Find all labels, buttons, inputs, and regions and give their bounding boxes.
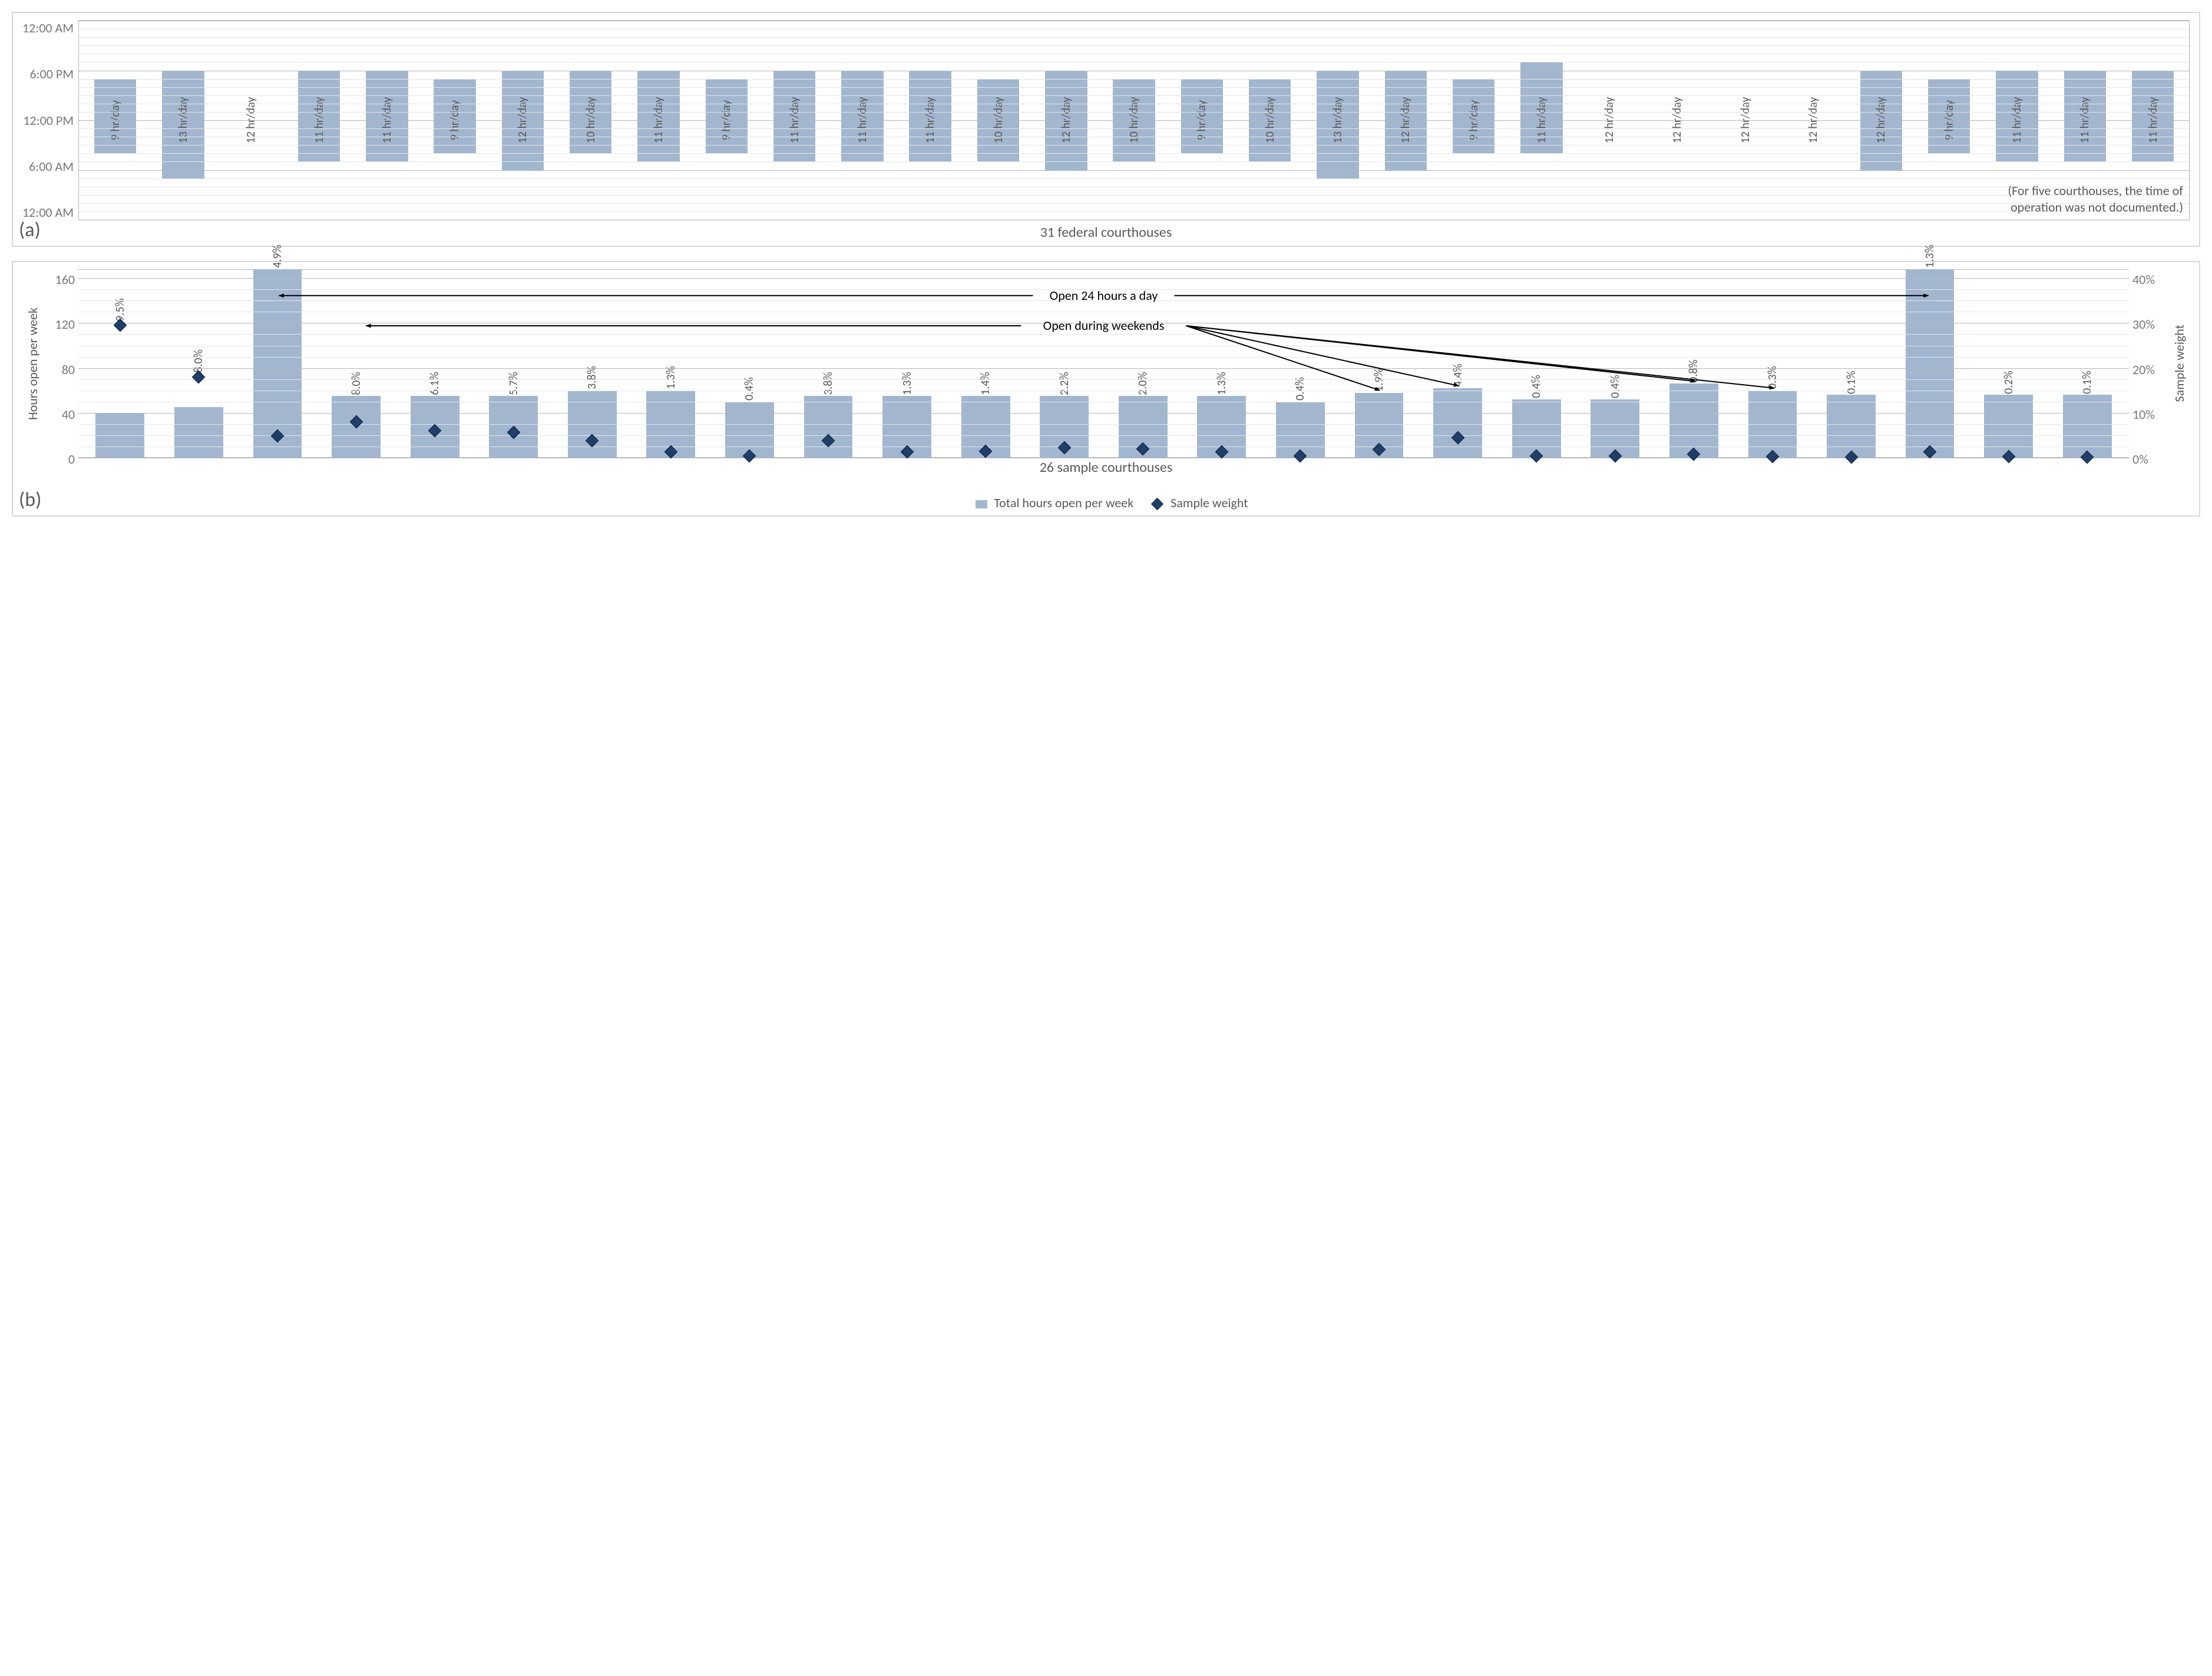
y-left-tick: 0	[68, 451, 75, 467]
chart-b-y-left-ticks: 16012080400	[43, 269, 78, 458]
minor-gridline	[79, 112, 2189, 113]
chart-a-label: (a)	[19, 218, 41, 242]
minor-gridline	[79, 161, 2189, 162]
y-left-tick: 120	[55, 316, 75, 332]
chart-b-y-left-title: Hours open per week	[25, 308, 41, 420]
chart-b-y-right-ticks: 40%30%20%10%0%	[2129, 269, 2169, 458]
legend-diamond-icon	[1151, 498, 1163, 510]
annot-weekends: Open during weekends	[1043, 318, 1165, 333]
legend-bar-label: Total hours open per week	[994, 495, 1133, 511]
chart-b-y-right-title: Sample weight	[2171, 325, 2187, 402]
chart-b-y-left: Hours open per week	[22, 269, 43, 458]
y-tick-label: 6:00 PM	[30, 66, 74, 82]
major-gridline	[79, 170, 2189, 171]
minor-gridline	[79, 145, 2189, 146]
chart-a: 12:00 AM6:00 PM12:00 PM6:00 AM12:00 AM 9…	[22, 20, 2190, 220]
chart-b-x-title: 26 sample courthouses	[22, 459, 2190, 476]
pct-label: 1.3%	[1923, 245, 1937, 269]
y-left-tick: 160	[55, 272, 75, 287]
minor-gridline	[79, 195, 2189, 196]
y-left-tick: 80	[62, 362, 75, 378]
minor-gridline	[79, 128, 2189, 129]
y-right-tick: 40%	[2132, 272, 2155, 287]
minor-gridline	[79, 211, 2189, 212]
legend-bar-swatch	[976, 500, 987, 508]
y-right-tick: 30%	[2132, 316, 2155, 332]
minor-gridline	[79, 37, 2189, 38]
y-tick-label: 12:00 AM	[22, 20, 74, 36]
note-line1: (For five courthouses, the time of	[2008, 183, 2183, 199]
y-right-tick: 0%	[2132, 451, 2148, 467]
note-line2: operation was not documented.)	[2011, 199, 2183, 215]
annot-24h: Open 24 hours a day	[1050, 287, 1158, 303]
minor-gridline	[79, 95, 2189, 96]
minor-gridline	[79, 153, 2189, 154]
y-tick-label: 12:00 PM	[23, 113, 74, 128]
legend-diamond-label: Sample weight	[1171, 495, 1248, 511]
y-right-tick: 10%	[2132, 406, 2155, 422]
chart-a-y-axis: 12:00 AM6:00 PM12:00 PM6:00 AM12:00 AM	[22, 20, 78, 220]
major-gridline	[79, 120, 2189, 121]
chart-a-panel: 12:00 AM6:00 PM12:00 PM6:00 AM12:00 AM 9…	[12, 12, 2200, 247]
minor-gridline	[79, 87, 2189, 88]
minor-gridline	[79, 79, 2189, 80]
y-right-tick: 20%	[2132, 362, 2155, 378]
chart-a-x-title: 31 federal courthouses	[22, 224, 2190, 241]
chart-b: Hours open per week 16012080400 29.5%18.…	[22, 269, 2190, 458]
chart-a-note: (For five courthouses, the time of opera…	[2008, 183, 2183, 215]
chart-b-plot: 29.5%18.0%4.9%8.0%6.1%5.7%3.8%1.3%0.4%3.…	[78, 269, 2129, 458]
minor-gridline	[79, 45, 2189, 46]
pct-label: 4.9%	[270, 245, 285, 269]
chart-a-plot: 9 hr/day13 hr/day12 hr/day11 hr/day11 hr…	[78, 20, 2190, 220]
minor-gridline	[79, 203, 2189, 204]
chart-b-label: (b)	[19, 488, 41, 512]
chart-b-y-right: Sample weight	[2169, 269, 2190, 458]
y-left-tick: 40	[62, 406, 75, 422]
chart-b-panel: Hours open per week 160 120 80 40 0 29.5%18.…	[12, 261, 2200, 517]
minor-gridline	[79, 178, 2189, 179]
chart-b-legend: Total hours open per week Sample weight	[22, 495, 2190, 511]
y-tick-label: 6:00 AM	[29, 158, 74, 174]
